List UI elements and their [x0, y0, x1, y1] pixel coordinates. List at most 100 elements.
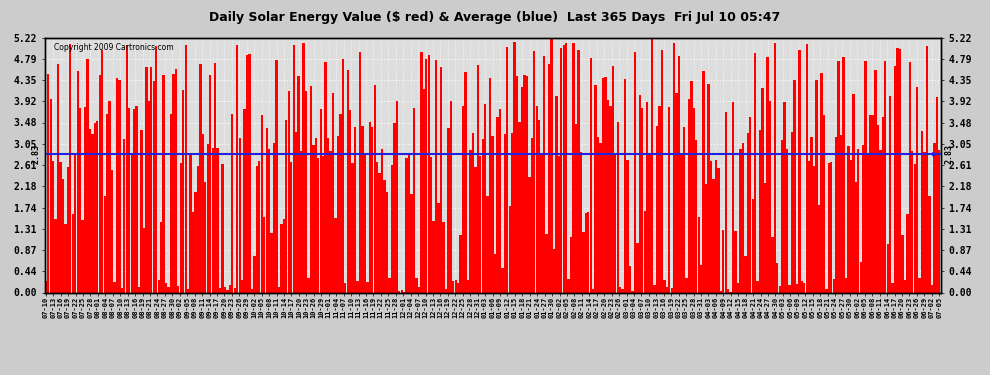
Bar: [253, 256, 255, 292]
Bar: [346, 70, 348, 292]
Bar: [906, 214, 909, 292]
Bar: [202, 134, 204, 292]
Bar: [550, 39, 552, 292]
Bar: [531, 138, 533, 292]
Bar: [737, 283, 740, 292]
Bar: [597, 137, 599, 292]
Bar: [361, 126, 363, 292]
Bar: [854, 182, 857, 292]
Bar: [653, 285, 655, 292]
Bar: [650, 39, 653, 292]
Bar: [113, 282, 116, 292]
Bar: [283, 219, 285, 292]
Bar: [754, 53, 756, 292]
Text: 2.83: 2.83: [944, 144, 953, 164]
Bar: [111, 170, 113, 292]
Bar: [443, 222, 445, 292]
Bar: [136, 106, 138, 292]
Bar: [386, 192, 388, 292]
Bar: [663, 280, 665, 292]
Bar: [340, 114, 342, 292]
Bar: [668, 107, 670, 292]
Bar: [877, 125, 879, 292]
Bar: [783, 102, 786, 292]
Bar: [904, 280, 906, 292]
Bar: [813, 166, 815, 292]
Bar: [146, 68, 148, 292]
Bar: [506, 47, 509, 292]
Bar: [924, 152, 926, 292]
Bar: [428, 54, 430, 292]
Bar: [236, 45, 239, 292]
Bar: [81, 220, 84, 292]
Bar: [740, 149, 742, 292]
Bar: [189, 153, 192, 292]
Bar: [678, 56, 680, 292]
Bar: [187, 289, 189, 292]
Bar: [471, 133, 474, 292]
Bar: [486, 196, 489, 292]
Bar: [297, 76, 300, 292]
Bar: [882, 117, 884, 292]
Bar: [926, 46, 929, 292]
Bar: [109, 101, 111, 292]
Bar: [499, 109, 501, 292]
Bar: [440, 68, 443, 292]
Bar: [889, 96, 891, 292]
Bar: [241, 280, 244, 292]
Bar: [467, 280, 469, 292]
Bar: [290, 162, 292, 292]
Bar: [204, 182, 207, 292]
Bar: [660, 50, 663, 292]
Bar: [575, 123, 577, 292]
Bar: [474, 166, 476, 292]
Bar: [742, 142, 744, 292]
Bar: [872, 115, 874, 292]
Bar: [222, 164, 224, 292]
Bar: [91, 134, 94, 292]
Bar: [48, 74, 50, 292]
Bar: [368, 122, 371, 292]
Bar: [84, 107, 86, 292]
Bar: [342, 59, 344, 292]
Bar: [852, 94, 854, 292]
Bar: [778, 286, 781, 292]
Bar: [481, 139, 484, 292]
Bar: [255, 166, 258, 292]
Bar: [826, 289, 828, 292]
Bar: [776, 263, 778, 292]
Bar: [268, 149, 270, 292]
Bar: [867, 155, 869, 292]
Bar: [629, 266, 632, 292]
Bar: [381, 149, 383, 292]
Bar: [771, 237, 773, 292]
Bar: [685, 278, 688, 292]
Bar: [265, 128, 268, 292]
Bar: [425, 60, 428, 292]
Bar: [936, 97, 938, 292]
Bar: [174, 69, 177, 292]
Bar: [270, 234, 273, 292]
Bar: [207, 144, 209, 292]
Bar: [921, 130, 924, 292]
Bar: [939, 150, 940, 292]
Bar: [712, 179, 715, 292]
Bar: [420, 52, 423, 292]
Bar: [901, 235, 904, 292]
Bar: [562, 45, 565, 292]
Bar: [285, 120, 287, 292]
Bar: [408, 154, 410, 292]
Bar: [61, 179, 64, 292]
Bar: [617, 122, 619, 292]
Bar: [99, 75, 101, 292]
Bar: [648, 155, 650, 292]
Bar: [560, 48, 562, 292]
Bar: [612, 66, 614, 292]
Bar: [351, 163, 353, 292]
Bar: [376, 162, 378, 292]
Bar: [260, 115, 263, 292]
Bar: [828, 163, 830, 292]
Bar: [383, 180, 386, 292]
Bar: [761, 88, 763, 292]
Bar: [624, 79, 627, 292]
